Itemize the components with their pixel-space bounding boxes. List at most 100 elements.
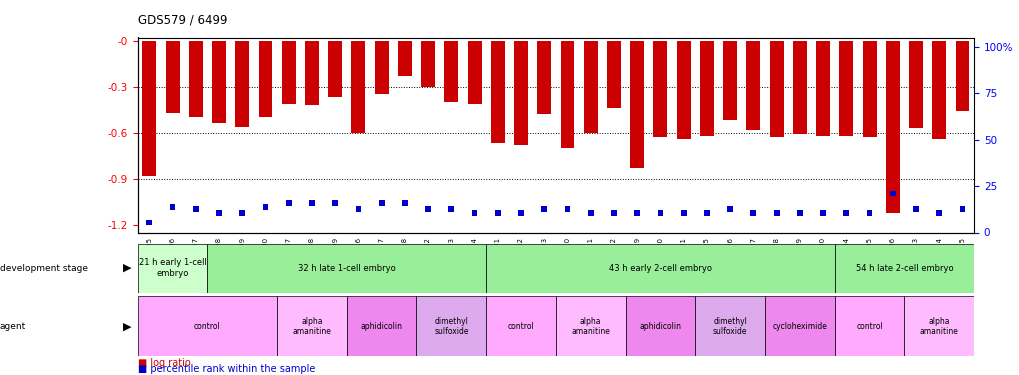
Bar (537, 40, 550, 114)
Bar (416, 296, 486, 356)
Bar (332, 201, 337, 206)
Bar (912, 206, 918, 212)
Bar (138, 244, 207, 292)
Text: alpha
amanitine: alpha amanitine (571, 316, 609, 336)
Bar (448, 206, 453, 212)
Bar (680, 210, 686, 216)
Text: agent: agent (0, 322, 26, 331)
Bar (425, 206, 431, 212)
Bar (541, 206, 546, 212)
Bar (610, 210, 616, 216)
Bar (309, 201, 315, 206)
Bar (147, 220, 152, 225)
Bar (374, 40, 388, 94)
Bar (346, 296, 416, 356)
Bar (769, 40, 783, 137)
Text: dimethyl
sulfoxide: dimethyl sulfoxide (712, 316, 747, 336)
Bar (352, 40, 365, 133)
Bar (884, 40, 899, 213)
Text: aphidicolin: aphidicolin (639, 322, 681, 331)
Bar (653, 40, 666, 137)
Bar (606, 40, 621, 108)
Bar (657, 210, 662, 216)
Bar (421, 40, 435, 87)
Bar (401, 201, 408, 206)
Bar (555, 296, 625, 356)
Bar (490, 40, 504, 144)
Bar (305, 40, 319, 105)
Bar (397, 40, 412, 76)
Bar (514, 40, 528, 145)
Bar (138, 296, 277, 356)
Text: 43 h early 2-cell embryo: 43 h early 2-cell embryo (608, 264, 711, 273)
Bar (494, 210, 500, 216)
Bar (216, 210, 222, 216)
Bar (843, 210, 849, 216)
Bar (587, 210, 593, 216)
Bar (239, 210, 245, 216)
Text: control: control (855, 322, 882, 331)
Text: aphidicolin: aphidicolin (361, 322, 403, 331)
Bar (931, 40, 946, 139)
Bar (819, 210, 825, 216)
Text: ■ percentile rank within the sample: ■ percentile rank within the sample (138, 364, 315, 374)
Bar (625, 296, 695, 356)
Bar (281, 40, 296, 104)
Bar (815, 40, 829, 136)
Bar (193, 206, 199, 212)
Bar (676, 40, 690, 139)
Bar (444, 40, 458, 102)
Bar (866, 210, 871, 216)
Text: cycloheximide: cycloheximide (771, 322, 826, 331)
Text: development stage: development stage (0, 264, 88, 273)
Text: GDS579 / 6499: GDS579 / 6499 (138, 13, 227, 26)
Bar (695, 296, 764, 356)
Bar (378, 201, 384, 206)
Bar (722, 40, 737, 120)
Bar (908, 40, 922, 128)
Bar (796, 210, 802, 216)
Text: dimethyl
sulfoxide: dimethyl sulfoxide (434, 316, 468, 336)
Bar (285, 201, 291, 206)
Bar (746, 40, 759, 130)
Bar (356, 206, 361, 212)
Bar (235, 40, 249, 126)
Bar (727, 206, 733, 212)
Text: control: control (194, 322, 220, 331)
Bar (486, 296, 555, 356)
Bar (764, 296, 834, 356)
Bar (583, 40, 597, 133)
Bar (862, 40, 875, 137)
Bar (277, 296, 346, 356)
Bar (773, 210, 779, 216)
Bar (258, 40, 272, 117)
Text: ▶: ▶ (123, 321, 131, 331)
Bar (955, 40, 968, 111)
Bar (518, 210, 524, 216)
Bar (630, 40, 644, 168)
Bar (189, 40, 203, 117)
Bar (471, 210, 477, 216)
Bar (328, 40, 341, 98)
Bar (262, 204, 268, 210)
Bar (839, 40, 853, 136)
Bar (169, 204, 175, 210)
Text: 54 h late 2-cell embryo: 54 h late 2-cell embryo (855, 264, 953, 273)
Bar (834, 296, 904, 356)
Bar (935, 210, 942, 216)
Bar (959, 206, 964, 212)
Bar (486, 244, 834, 292)
Bar (750, 210, 755, 216)
Bar (565, 206, 570, 212)
Bar (834, 244, 973, 292)
Text: alpha
amanitine: alpha amanitine (292, 316, 331, 336)
Bar (904, 296, 973, 356)
Text: 32 h late 1-cell embryo: 32 h late 1-cell embryo (298, 264, 395, 273)
Bar (703, 210, 709, 216)
Bar (889, 191, 895, 196)
Text: alpha
amanitine: alpha amanitine (919, 316, 958, 336)
Text: ■ log ratio: ■ log ratio (138, 358, 191, 368)
Bar (699, 40, 713, 136)
Bar (792, 40, 806, 134)
Bar (467, 40, 481, 104)
